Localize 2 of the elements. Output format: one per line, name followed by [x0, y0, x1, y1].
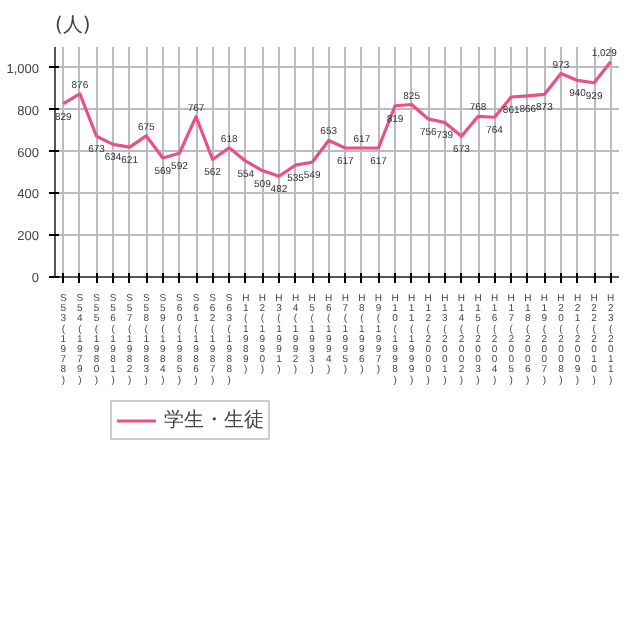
legend-label: 学生・生徒 — [164, 407, 264, 434]
y-axis-title: (人) — [55, 15, 91, 37]
